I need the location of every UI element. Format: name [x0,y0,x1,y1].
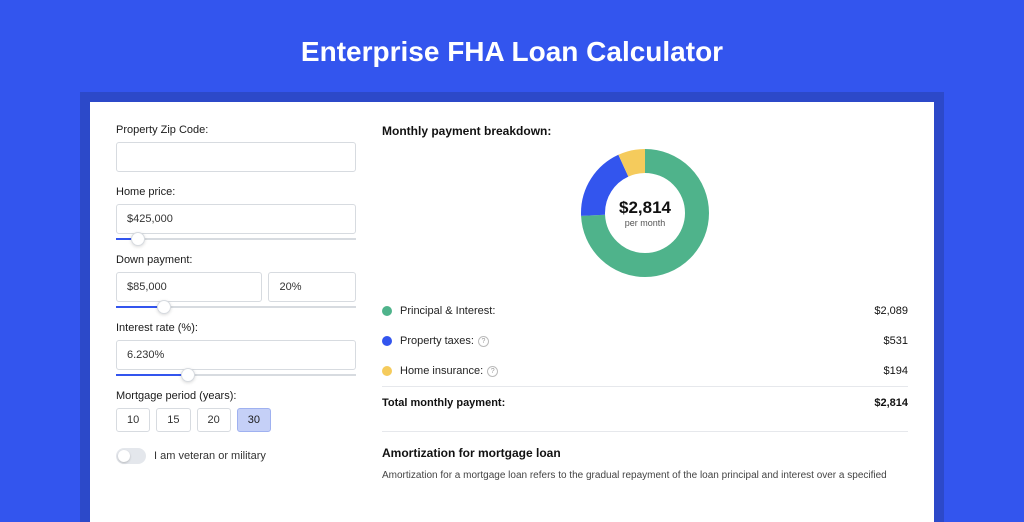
slider-thumb[interactable] [157,300,171,314]
interest-rate-slider[interactable] [116,374,356,376]
down-payment-label: Down payment: [116,254,356,266]
home-price-input[interactable] [116,204,356,234]
breakdown-title: Monthly payment breakdown: [382,124,908,138]
legend-value: $2,089 [874,305,908,317]
veteran-toggle-row: I am veteran or military [116,448,356,464]
down-payment-field: Down payment: [116,254,356,308]
legend-label: Principal & Interest: [400,305,874,317]
zip-label: Property Zip Code: [116,124,356,136]
breakdown-column: Monthly payment breakdown: $2,814 per mo… [382,124,908,500]
legend-dot-icon [382,336,392,346]
total-label: Total monthly payment: [382,397,874,409]
legend-label-text: Principal & Interest: [400,305,495,317]
down-payment-amount-input[interactable] [116,272,262,302]
amortization-section: Amortization for mortgage loan Amortizat… [382,431,908,483]
interest-rate-input[interactable] [116,340,356,370]
total-row: Total monthly payment: $2,814 [382,386,908,419]
total-value: $2,814 [874,397,908,409]
period-button-10[interactable]: 10 [116,408,150,432]
veteran-toggle[interactable] [116,448,146,464]
legend-row-insurance: Home insurance: ? $194 [382,356,908,386]
donut-sublabel: per month [625,218,666,228]
mortgage-period-options: 10 15 20 30 [116,408,356,432]
page-title: Enterprise FHA Loan Calculator [0,36,1024,68]
home-price-field: Home price: [116,186,356,240]
home-price-slider[interactable] [116,238,356,240]
legend-label-text: Home insurance: [400,365,483,377]
legend-label: Home insurance: ? [400,365,884,377]
interest-rate-label: Interest rate (%): [116,322,356,334]
interest-rate-field: Interest rate (%): [116,322,356,376]
donut-amount: $2,814 [619,198,671,218]
slider-thumb[interactable] [131,232,145,246]
info-icon[interactable]: ? [478,336,489,347]
veteran-toggle-label: I am veteran or military [154,450,266,462]
zip-input[interactable] [116,142,356,172]
form-column: Property Zip Code: Home price: Down paym… [116,124,356,500]
amortization-title: Amortization for mortgage loan [382,446,908,460]
card-frame: Property Zip Code: Home price: Down paym… [80,92,944,522]
hero-banner: Enterprise FHA Loan Calculator Property … [0,0,1024,522]
legend-label-text: Property taxes: [400,335,474,347]
info-icon[interactable]: ? [487,366,498,377]
payment-donut-chart: $2,814 per month [580,148,710,278]
legend-row-principal: Principal & Interest: $2,089 [382,296,908,326]
down-payment-slider[interactable] [116,306,356,308]
legend-dot-icon [382,306,392,316]
legend-dot-icon [382,366,392,376]
toggle-knob [118,450,130,462]
legend-label: Property taxes: ? [400,335,884,347]
legend-row-taxes: Property taxes: ? $531 [382,326,908,356]
legend-value: $531 [884,335,908,347]
mortgage-period-label: Mortgage period (years): [116,390,356,402]
period-button-20[interactable]: 20 [197,408,231,432]
down-payment-percent-input[interactable] [268,272,356,302]
donut-center: $2,814 per month [580,148,710,278]
period-button-15[interactable]: 15 [156,408,190,432]
legend-value: $194 [884,365,908,377]
slider-thumb[interactable] [181,368,195,382]
period-button-30[interactable]: 30 [237,408,271,432]
calculator-card: Property Zip Code: Home price: Down paym… [90,102,934,522]
amortization-text: Amortization for a mortgage loan refers … [382,468,908,483]
mortgage-period-field: Mortgage period (years): 10 15 20 30 [116,390,356,432]
zip-field: Property Zip Code: [116,124,356,172]
slider-fill [116,374,188,376]
home-price-label: Home price: [116,186,356,198]
donut-container: $2,814 per month [382,148,908,278]
